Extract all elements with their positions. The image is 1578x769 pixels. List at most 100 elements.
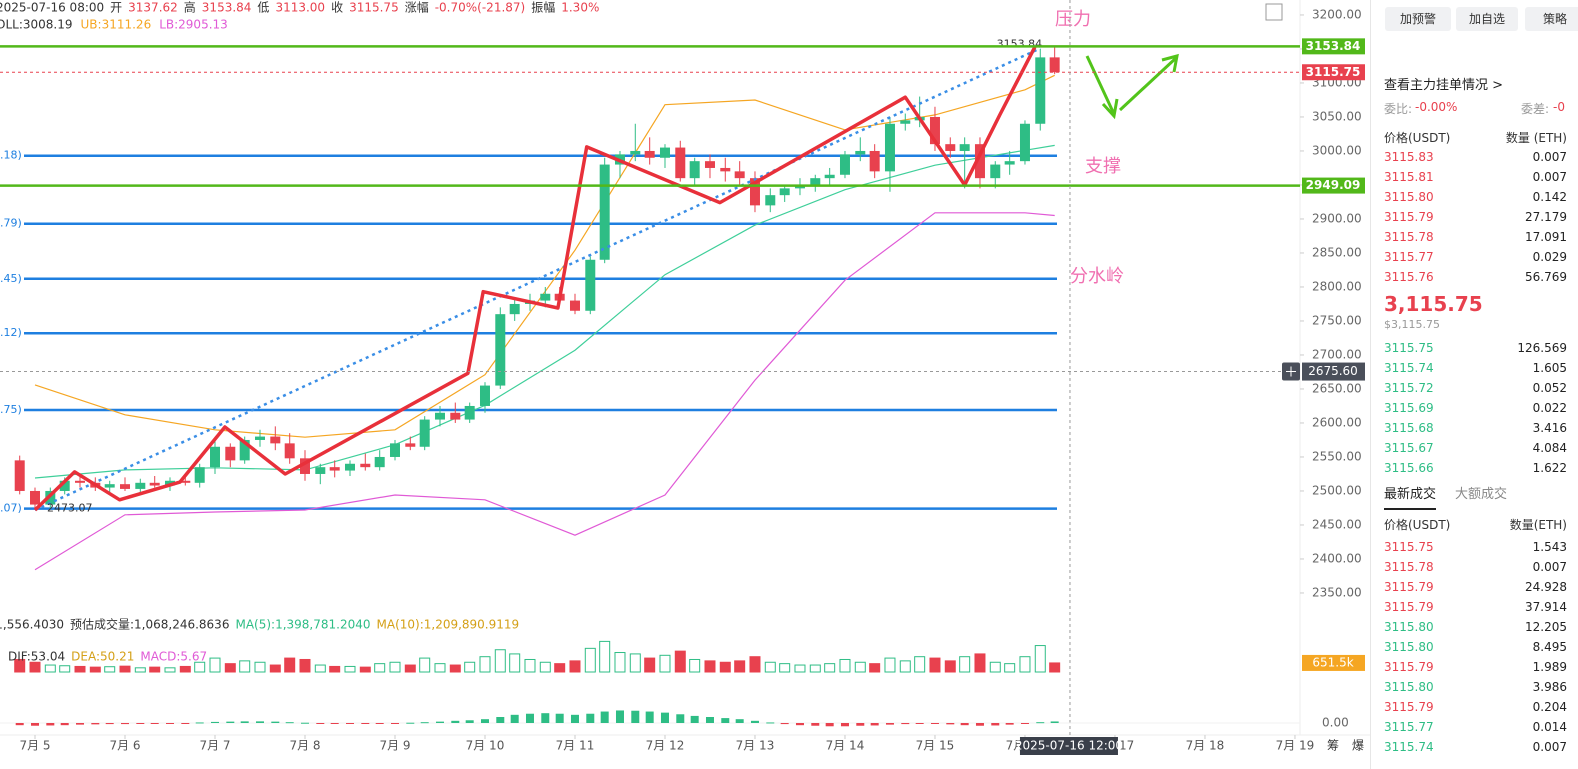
info-text: MA(5):1,398,781.2040 <box>235 618 370 632</box>
macd-bar <box>946 723 955 725</box>
macd-bar <box>615 710 624 723</box>
volume-bar <box>584 647 596 673</box>
button[interactable]: 加预警 <box>1385 7 1451 31</box>
candle-body <box>569 300 580 311</box>
order-book: 加预警 加自选 策略 查看主力挂单情况 > 委比: -0.00% 委差: -0 价格(USDT)… <box>1370 0 1578 769</box>
side-tab[interactable]: 爆 <box>1352 739 1364 753</box>
x-tick-label: 7月 14 <box>826 739 865 753</box>
volume-bar <box>404 664 416 673</box>
guide-label: .07) <box>0 502 22 515</box>
volume-bar <box>824 663 836 673</box>
crosshair-price: 2675.60 <box>1308 364 1358 378</box>
volume-bar <box>434 663 446 673</box>
macd-bar <box>600 711 609 723</box>
volume-bar <box>314 664 326 673</box>
level-box <box>1302 177 1365 194</box>
macd-bar <box>690 715 699 723</box>
qty: 0.007 <box>1532 560 1567 574</box>
volume-bar <box>839 658 851 673</box>
volume-bar <box>764 661 776 673</box>
macd-bar <box>901 723 910 725</box>
macd-bar <box>300 722 309 724</box>
info-text: 高 <box>184 0 196 15</box>
candle-body <box>165 480 176 486</box>
macd-bar <box>211 721 220 723</box>
info-text: MACD:5.67 <box>140 650 207 664</box>
main-orders-link[interactable]: 查看主力挂单情况 > <box>1384 78 1504 93</box>
candle-body <box>884 123 895 172</box>
info-text: 651,556.4030 <box>0 618 64 632</box>
candle-body <box>585 259 596 311</box>
candle-body <box>225 446 236 461</box>
macd-bar <box>91 723 100 725</box>
y-tick-label: 2900.00 <box>1312 211 1362 225</box>
candle-body <box>239 439 250 461</box>
expand-icon[interactable] <box>1265 3 1283 21</box>
y-tick-label: 2750.00 <box>1312 313 1362 327</box>
candle-body <box>839 154 850 175</box>
price: 3115.80 <box>1384 620 1434 634</box>
volume-bar <box>569 660 581 673</box>
candle-body <box>434 412 445 420</box>
candle-body <box>599 164 610 260</box>
volume-bar <box>89 666 101 673</box>
info-text: -0.70%(-21.87) <box>435 1 526 15</box>
button[interactable]: 加自选 <box>1456 7 1518 31</box>
macd-bar <box>285 722 294 724</box>
volume-bar <box>209 657 221 673</box>
annotation: 支撑 <box>1085 156 1121 177</box>
price: 3115.81 <box>1384 170 1434 184</box>
candle-body <box>689 161 700 179</box>
tab[interactable]: 最新成交 <box>1384 483 1437 510</box>
candle-body <box>704 161 715 168</box>
volume-bar <box>44 664 56 673</box>
volume-bar <box>149 666 161 673</box>
macd-bar <box>525 713 534 723</box>
candle-body <box>329 467 340 471</box>
volume-bar <box>344 665 356 673</box>
candle-body <box>30 490 41 505</box>
macd-bar <box>885 723 894 725</box>
candle-body <box>45 490 56 505</box>
macd-bar <box>240 721 249 723</box>
candle-body <box>869 150 880 172</box>
candle-body <box>1004 161 1015 165</box>
price: 3115.80 <box>1384 190 1434 204</box>
macd-bar <box>105 723 114 725</box>
macd-bar <box>271 721 280 723</box>
price: 3115.79 <box>1384 660 1434 674</box>
candle-body <box>210 446 221 468</box>
guide-label: .12) <box>0 326 22 339</box>
candle-body <box>374 456 385 468</box>
macd-bar <box>345 723 354 724</box>
qty: 1.989 <box>1532 660 1567 674</box>
volume-bar <box>254 661 266 673</box>
volume-bar <box>269 664 281 673</box>
info-text: 3115.75 <box>349 1 399 15</box>
y-tick-label: 3050.00 <box>1312 109 1362 123</box>
macd-zero-label: 0.00 <box>1322 716 1349 730</box>
candle-body <box>540 293 551 301</box>
qty: 17.091 <box>1525 230 1567 244</box>
candle-body <box>959 144 970 151</box>
qty: 0.204 <box>1532 700 1567 714</box>
candle-body <box>659 147 670 158</box>
price: 3115.80 <box>1384 640 1434 654</box>
last-usd: $3,115.75 <box>1384 318 1440 331</box>
info-text: 低 <box>257 1 269 15</box>
price: 3115.79 <box>1384 600 1434 614</box>
volume-bar <box>704 660 716 673</box>
x-tick-label: 7月 19 <box>1276 739 1315 753</box>
button[interactable]: 策略 <box>1525 7 1578 31</box>
level-label: 3153.84 <box>1306 39 1361 53</box>
tab[interactable]: 大额成交 <box>1455 487 1508 502</box>
macd-bar <box>390 723 399 724</box>
macd-bar <box>181 723 190 724</box>
volume-bar <box>194 661 206 673</box>
price: 3115.66 <box>1384 461 1434 475</box>
macd-bar <box>226 721 235 723</box>
candle-body <box>479 385 490 406</box>
side-tab[interactable]: 筹 <box>1327 739 1339 753</box>
x-tick-label: 7月 11 <box>556 739 595 753</box>
